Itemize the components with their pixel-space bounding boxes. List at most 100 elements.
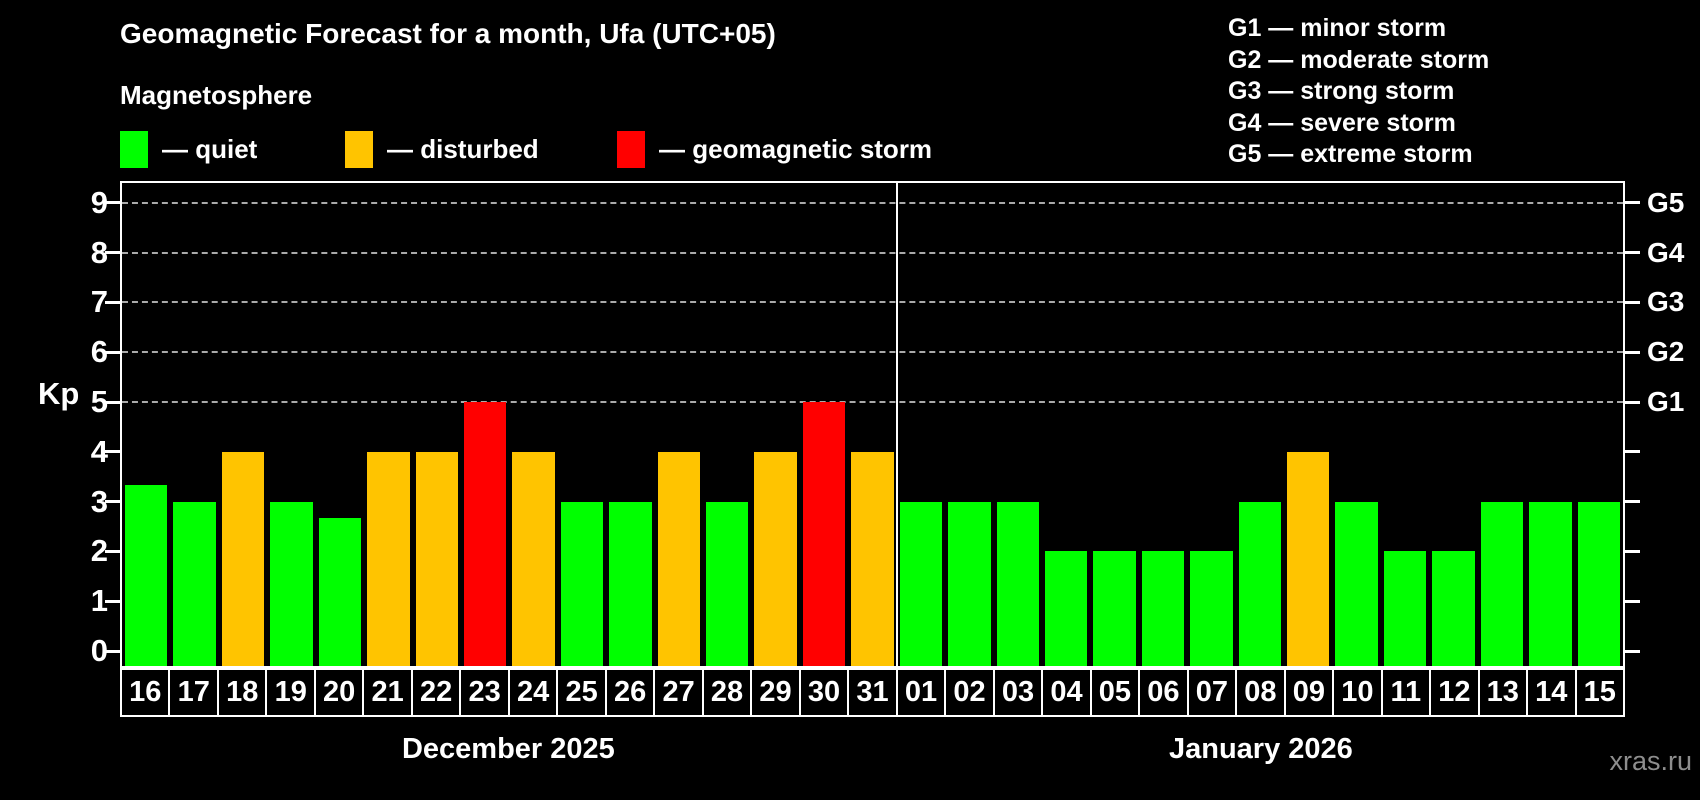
chart-title: Geomagnetic Forecast for a month, Ufa (U…	[120, 18, 776, 49]
g-legend-line-4: G4 — severe storm	[1228, 108, 1456, 137]
y-tick-right-4	[1625, 450, 1640, 454]
day-label-25: 25	[556, 668, 607, 717]
y-tick-label-6: 6	[90, 334, 108, 370]
day-label-10: 10	[1332, 668, 1383, 717]
y-tick-label-1: 1	[90, 583, 108, 619]
y-tick-right-1	[1625, 599, 1640, 603]
gridline-kp5	[122, 401, 1623, 403]
y-axis-label: Kp	[38, 376, 80, 411]
day-label-28: 28	[701, 668, 753, 717]
kp-bar-22	[415, 451, 458, 666]
g-legend-line-5: G5 — extreme storm	[1228, 140, 1473, 168]
y-tick-left-6	[105, 350, 120, 354]
month-label-january: January 2026	[1168, 733, 1353, 765]
g-axis-label-g4: G4	[1647, 236, 1685, 268]
y-tick-left-4	[105, 450, 120, 454]
kp-bar-27	[657, 451, 701, 666]
kp-bar-18	[221, 451, 265, 666]
day-label-21: 21	[362, 668, 413, 717]
day-label-18: 18	[216, 668, 268, 717]
day-label-27: 27	[653, 668, 704, 717]
y-tick-label-0: 0	[90, 633, 108, 668]
y-tick-left-7	[105, 300, 120, 304]
kp-bar-10	[1335, 501, 1378, 666]
legend-label-quiet: — quiet	[162, 133, 258, 164]
kp-bar-26	[609, 501, 652, 666]
day-label-05: 05	[1089, 668, 1141, 717]
legend-item-quiet: — quiet	[120, 129, 257, 169]
gridline-kp8	[122, 251, 1623, 254]
kp-bar-17	[173, 501, 216, 666]
kp-bar-19	[270, 501, 313, 666]
legend-label-storm: — geomagnetic storm	[659, 133, 933, 164]
day-label-20: 20	[313, 668, 365, 717]
day-label-13: 13	[1477, 668, 1529, 717]
day-label-31: 31	[847, 668, 898, 717]
kp-bar-28	[706, 501, 749, 666]
kp-bar-25	[560, 501, 604, 666]
day-label-17: 17	[168, 668, 219, 717]
g-scale-legend: G1 — minor storm G2 — moderate storm G3 — …	[1228, 13, 1489, 171]
day-label-06: 06	[1138, 668, 1189, 717]
y-tick-label-7: 7	[90, 284, 108, 320]
g-legend-line-2: G2 — moderate storm	[1228, 45, 1490, 74]
month-separator	[895, 183, 898, 666]
plot-area	[120, 181, 1625, 668]
day-label-19: 19	[265, 668, 316, 717]
disturbed-swatch	[345, 130, 373, 168]
kp-bar-09	[1287, 451, 1330, 666]
y-tick-right-0	[1625, 649, 1640, 653]
day-label-29: 29	[750, 668, 801, 717]
kp-bar-04	[1044, 551, 1088, 666]
kp-bar-03	[996, 501, 1039, 666]
kp-bar-05	[1093, 551, 1136, 666]
kp-bar-30	[802, 402, 846, 666]
kp-bar-07	[1190, 551, 1233, 666]
kp-bar-12	[1432, 551, 1475, 666]
y-tick-label-4: 4	[90, 433, 108, 469]
y-tick-label-5: 5	[90, 384, 108, 419]
y-tick-left-3	[105, 500, 120, 504]
kp-bar-29	[754, 451, 797, 666]
y-tick-right-6	[1625, 350, 1640, 354]
quiet-swatch	[120, 130, 148, 168]
y-tick-left-0	[105, 649, 120, 653]
kp-bar-13	[1480, 501, 1524, 666]
g-legend-line-3: G3 — strong storm	[1228, 77, 1455, 105]
day-label-23: 23	[459, 668, 510, 717]
y-tick-left-9	[105, 201, 120, 205]
kp-bar-08	[1238, 501, 1282, 666]
kp-bar-01	[899, 501, 943, 666]
kp-bar-06	[1141, 551, 1185, 666]
y-tick-label-9: 9	[90, 184, 108, 220]
y-tick-left-2	[105, 549, 120, 553]
kp-bar-16	[125, 485, 168, 666]
day-label-08: 08	[1235, 668, 1286, 717]
y-tick-label-3: 3	[90, 483, 108, 519]
storm-swatch	[617, 130, 645, 168]
y-tick-label-2: 2	[90, 533, 108, 569]
y-tick-left-8	[105, 251, 120, 255]
g-legend-line-1: G1 — minor storm	[1228, 14, 1447, 42]
day-label-15: 15	[1574, 668, 1626, 717]
kp-bar-20	[318, 518, 362, 666]
chart-subtitle: Magnetosphere	[120, 80, 313, 110]
g-axis-label-g3: G3	[1647, 286, 1685, 318]
y-tick-right-2	[1625, 549, 1640, 553]
kp-bar-21	[367, 451, 410, 666]
kp-bar-23	[463, 402, 507, 666]
kp-bar-15	[1577, 501, 1620, 666]
g-axis-label-g5: G5	[1647, 186, 1685, 218]
day-label-09: 09	[1283, 668, 1335, 717]
y-tick-right-7	[1625, 300, 1640, 304]
kp-bar-31	[851, 451, 894, 666]
day-label-11: 11	[1380, 668, 1432, 717]
legend-item-disturbed: — disturbed	[345, 129, 539, 169]
gridline-kp9	[122, 201, 1623, 204]
kp-bar-24	[512, 451, 555, 666]
y-tick-left-5	[105, 400, 120, 404]
day-label-16: 16	[120, 668, 171, 717]
kp-bar-14	[1529, 501, 1572, 666]
legend-item-storm: — geomagnetic storm	[617, 129, 932, 169]
